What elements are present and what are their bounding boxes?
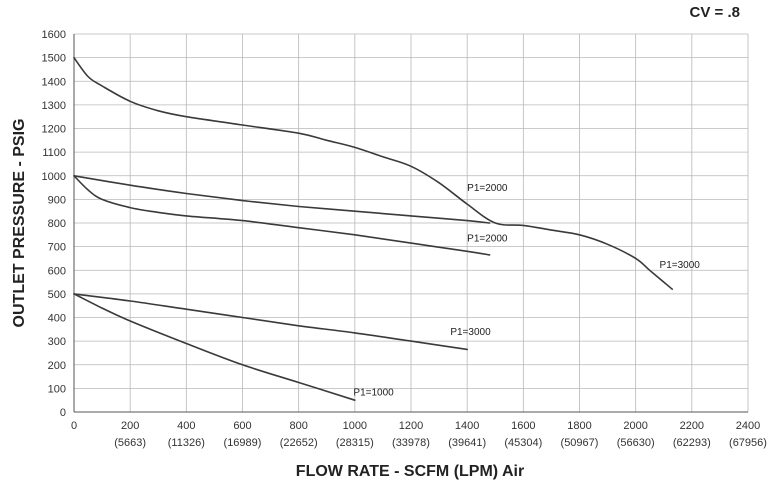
x-tick-secondary-label: (33978) [392,437,430,449]
annotations: P1=2000 P1=2000 P1=3000 P1=3000 P1=1000 [353,183,700,398]
y-tick-label: 700 [48,242,66,254]
y-tick-label: 1000 [42,171,66,183]
series-annotation: P1=2000 [467,183,508,194]
x-tick-secondary-label: (28315) [336,437,374,449]
x-tick-secondary-label: (56630) [617,437,655,449]
y-tick-label: 1400 [42,76,66,88]
x-tick-secondary-label: (62293) [673,437,711,449]
series-group [73,56,673,401]
x-axis-title: FLOW RATE - SCFM (LPM) Air [296,463,524,480]
series-line-5 [73,293,356,401]
y-tick-label: 1600 [42,29,66,41]
y-tick-label: 400 [48,313,66,325]
series-line-1 [73,56,673,290]
y-tick-label: 100 [48,383,66,395]
x-tick-label: 400 [177,420,195,432]
x-tick-secondary-label: (16989) [224,437,262,449]
x-tick-label: 1800 [567,420,591,432]
x-tick-secondary-label: (67956) [729,437,767,449]
x-tick-label: 800 [289,420,307,432]
x-tick-label: 2000 [623,420,647,432]
series-annotation: P1=1000 [353,387,394,398]
y-axis-title: OUTLET PRESSURE - PSIG [11,119,28,328]
y-tick-label: 800 [48,218,66,230]
x-tick-secondary-label: (45304) [504,437,542,449]
x-tick-secondary-label: (11326) [168,437,205,449]
y-tick-label: 900 [48,194,66,206]
x-tick-label: 1200 [399,420,423,432]
x-tick-secondary-label: (39641) [448,437,486,449]
y-tick-label: 1300 [42,100,66,112]
x-tick-label: 2400 [736,420,760,432]
x-tick-label: 200 [121,420,139,432]
x-tick-label: 0 [71,420,77,432]
series-line-2 [73,175,491,224]
x-tick-label: 1400 [455,420,479,432]
cv-label: CV = .8 [690,4,740,21]
x-tick-label: 1000 [343,420,367,432]
series-annotation: P1=3000 [450,327,491,338]
x-tick-label: 2200 [680,420,704,432]
y-tick-label: 600 [48,265,66,277]
y-tick-label: 1500 [42,53,66,65]
series-annotation: P1=3000 [660,260,701,271]
x-tick-secondary-label: (50967) [561,437,599,449]
x-tick-secondary-label: (5663) [114,437,146,449]
series-annotation: P1=2000 [467,233,508,244]
tick-labels: 0 100 200 300 400 500 600 700 800 900 1000 1100 1200… [42,29,767,449]
x-tick-secondary-label: (22652) [280,437,318,449]
y-tick-label: 1100 [42,147,66,159]
series-line-3 [73,175,491,256]
y-tick-label: 200 [48,360,66,372]
axes [73,34,748,413]
x-tick-label: 600 [233,420,251,432]
y-tick-label: 0 [60,407,66,419]
y-tick-label: 300 [48,336,66,348]
series-line-4 [73,293,468,351]
y-tick-label: 500 [48,289,66,301]
y-tick-label: 1200 [42,124,66,136]
x-tick-label: 1600 [511,420,535,432]
